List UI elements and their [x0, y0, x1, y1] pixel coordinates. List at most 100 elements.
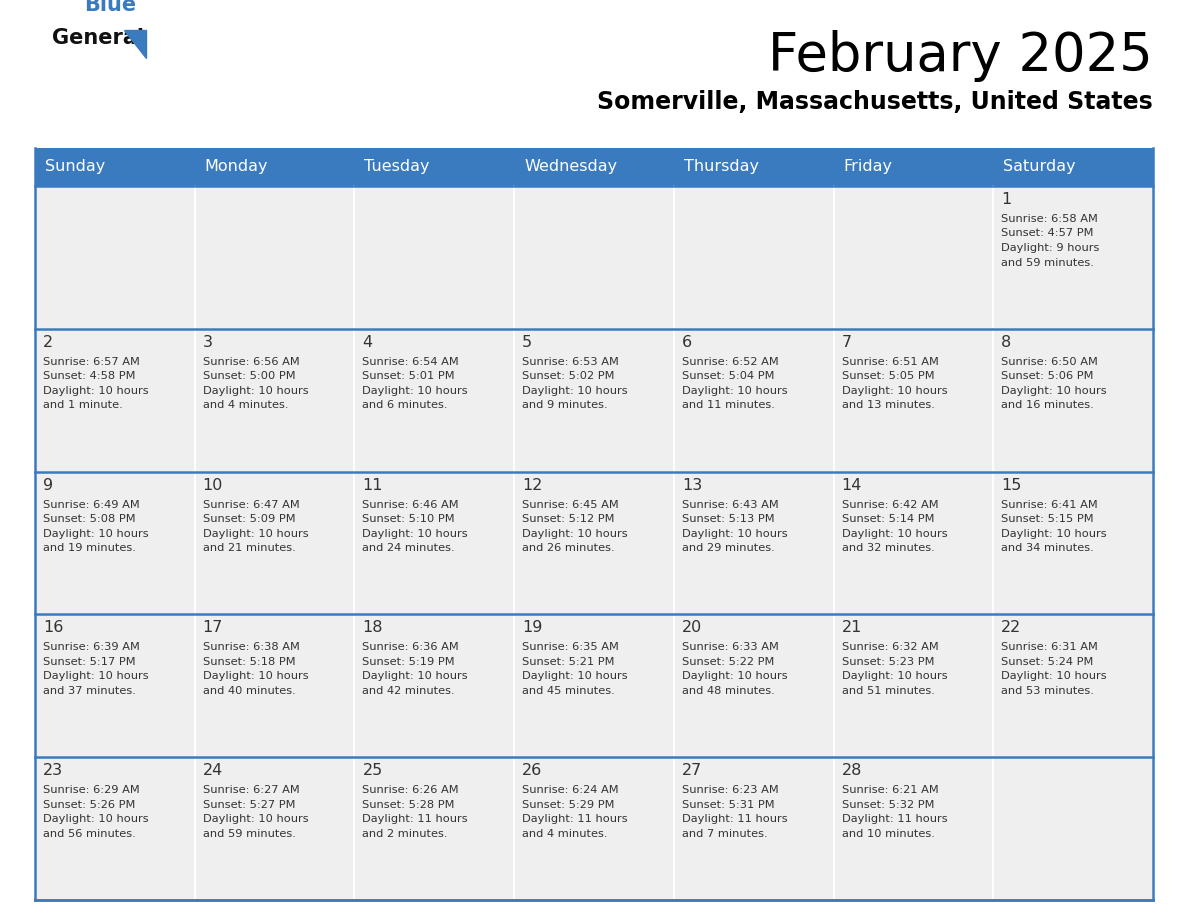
Text: Thursday: Thursday [684, 160, 759, 174]
Text: Daylight: 10 hours: Daylight: 10 hours [682, 671, 788, 681]
Text: 3: 3 [203, 335, 213, 350]
Text: Sunrise: 6:29 AM: Sunrise: 6:29 AM [43, 785, 140, 795]
Text: 9: 9 [43, 477, 53, 493]
Text: Wednesday: Wednesday [524, 160, 618, 174]
Text: Daylight: 10 hours: Daylight: 10 hours [523, 529, 627, 539]
Text: and 1 minute.: and 1 minute. [43, 400, 122, 410]
Text: and 59 minutes.: and 59 minutes. [1001, 258, 1094, 267]
Text: Sunset: 5:01 PM: Sunset: 5:01 PM [362, 371, 455, 381]
Bar [354, 329, 514, 472]
Text: Daylight: 10 hours: Daylight: 10 hours [523, 671, 627, 681]
Text: Daylight: 10 hours: Daylight: 10 hours [682, 529, 788, 539]
Bar [34, 329, 195, 472]
Text: Sunrise: 6:42 AM: Sunrise: 6:42 AM [841, 499, 939, 509]
Text: Sunrise: 6:58 AM: Sunrise: 6:58 AM [1001, 214, 1098, 224]
Text: 10: 10 [203, 477, 223, 493]
Text: and 4 minutes.: and 4 minutes. [523, 829, 607, 839]
Text: Sunrise: 6:26 AM: Sunrise: 6:26 AM [362, 785, 459, 795]
Text: Sunrise: 6:52 AM: Sunrise: 6:52 AM [682, 357, 778, 367]
Text: and 53 minutes.: and 53 minutes. [1001, 686, 1094, 696]
Text: 15: 15 [1001, 477, 1022, 493]
Bar [34, 472, 195, 614]
Text: Sunset: 5:10 PM: Sunset: 5:10 PM [362, 514, 455, 524]
Text: 23: 23 [43, 763, 63, 778]
Text: Sunset: 5:27 PM: Sunset: 5:27 PM [203, 800, 295, 810]
Text: and 16 minutes.: and 16 minutes. [1001, 400, 1094, 410]
Text: 25: 25 [362, 763, 383, 778]
Bar [834, 614, 993, 757]
Text: Sunrise: 6:35 AM: Sunrise: 6:35 AM [523, 643, 619, 653]
Text: Daylight: 10 hours: Daylight: 10 hours [841, 529, 947, 539]
Bar [674, 186, 834, 329]
Text: Sunrise: 6:31 AM: Sunrise: 6:31 AM [1001, 643, 1098, 653]
Text: 18: 18 [362, 621, 383, 635]
Text: Sunset: 5:05 PM: Sunset: 5:05 PM [841, 371, 934, 381]
Text: Blue: Blue [84, 0, 137, 15]
Text: and 40 minutes.: and 40 minutes. [203, 686, 296, 696]
Text: and 32 minutes.: and 32 minutes. [841, 543, 934, 554]
Bar [195, 614, 354, 757]
Text: and 42 minutes.: and 42 minutes. [362, 686, 455, 696]
Bar [34, 186, 195, 329]
Bar [674, 757, 834, 900]
Text: Sunday: Sunday [45, 160, 106, 174]
Text: and 24 minutes.: and 24 minutes. [362, 543, 455, 554]
Text: 11: 11 [362, 477, 383, 493]
Text: Sunrise: 6:23 AM: Sunrise: 6:23 AM [682, 785, 778, 795]
Text: Sunrise: 6:41 AM: Sunrise: 6:41 AM [1001, 499, 1098, 509]
Text: Sunrise: 6:36 AM: Sunrise: 6:36 AM [362, 643, 460, 653]
Text: Sunrise: 6:38 AM: Sunrise: 6:38 AM [203, 643, 299, 653]
Bar [674, 472, 834, 614]
Text: Sunrise: 6:46 AM: Sunrise: 6:46 AM [362, 499, 459, 509]
Bar [993, 186, 1154, 329]
Text: Daylight: 10 hours: Daylight: 10 hours [1001, 386, 1107, 396]
Text: Daylight: 10 hours: Daylight: 10 hours [203, 386, 309, 396]
Text: Sunset: 5:26 PM: Sunset: 5:26 PM [43, 800, 135, 810]
Text: Sunrise: 6:50 AM: Sunrise: 6:50 AM [1001, 357, 1098, 367]
Bar [834, 186, 993, 329]
Text: Daylight: 11 hours: Daylight: 11 hours [682, 814, 788, 824]
Text: Sunset: 5:29 PM: Sunset: 5:29 PM [523, 800, 614, 810]
Text: Sunrise: 6:33 AM: Sunrise: 6:33 AM [682, 643, 778, 653]
Bar [834, 329, 993, 472]
Text: Sunrise: 6:53 AM: Sunrise: 6:53 AM [523, 357, 619, 367]
Text: Sunset: 5:22 PM: Sunset: 5:22 PM [682, 657, 775, 666]
Bar [34, 148, 1154, 186]
Text: and 7 minutes.: and 7 minutes. [682, 829, 767, 839]
Text: Sunset: 5:06 PM: Sunset: 5:06 PM [1001, 371, 1094, 381]
Text: 26: 26 [523, 763, 543, 778]
Bar [674, 614, 834, 757]
Text: and 13 minutes.: and 13 minutes. [841, 400, 935, 410]
Text: Daylight: 10 hours: Daylight: 10 hours [43, 814, 148, 824]
Bar [674, 329, 834, 472]
Text: 7: 7 [841, 335, 852, 350]
Bar [195, 472, 354, 614]
Text: Sunset: 5:18 PM: Sunset: 5:18 PM [203, 657, 296, 666]
Bar [354, 614, 514, 757]
Text: Daylight: 9 hours: Daylight: 9 hours [1001, 243, 1100, 253]
Text: 4: 4 [362, 335, 373, 350]
Text: Sunrise: 6:54 AM: Sunrise: 6:54 AM [362, 357, 460, 367]
Text: Sunrise: 6:21 AM: Sunrise: 6:21 AM [841, 785, 939, 795]
Text: Daylight: 11 hours: Daylight: 11 hours [362, 814, 468, 824]
Text: and 37 minutes.: and 37 minutes. [43, 686, 135, 696]
Text: 12: 12 [523, 477, 543, 493]
Text: Daylight: 10 hours: Daylight: 10 hours [362, 671, 468, 681]
Text: Sunset: 5:24 PM: Sunset: 5:24 PM [1001, 657, 1094, 666]
Text: Sunrise: 6:57 AM: Sunrise: 6:57 AM [43, 357, 140, 367]
Text: Daylight: 10 hours: Daylight: 10 hours [1001, 671, 1107, 681]
Text: Daylight: 10 hours: Daylight: 10 hours [841, 671, 947, 681]
Text: 22: 22 [1001, 621, 1022, 635]
Text: Sunset: 5:28 PM: Sunset: 5:28 PM [362, 800, 455, 810]
Bar [993, 472, 1154, 614]
Text: Sunrise: 6:27 AM: Sunrise: 6:27 AM [203, 785, 299, 795]
Text: Daylight: 10 hours: Daylight: 10 hours [43, 386, 148, 396]
Bar [993, 614, 1154, 757]
Text: and 56 minutes.: and 56 minutes. [43, 829, 135, 839]
Text: Sunset: 5:14 PM: Sunset: 5:14 PM [841, 514, 934, 524]
Text: 20: 20 [682, 621, 702, 635]
Bar [993, 329, 1154, 472]
Text: Sunset: 5:13 PM: Sunset: 5:13 PM [682, 514, 775, 524]
Text: Monday: Monday [204, 160, 268, 174]
Text: Somerville, Massachusetts, United States: Somerville, Massachusetts, United States [598, 90, 1154, 114]
